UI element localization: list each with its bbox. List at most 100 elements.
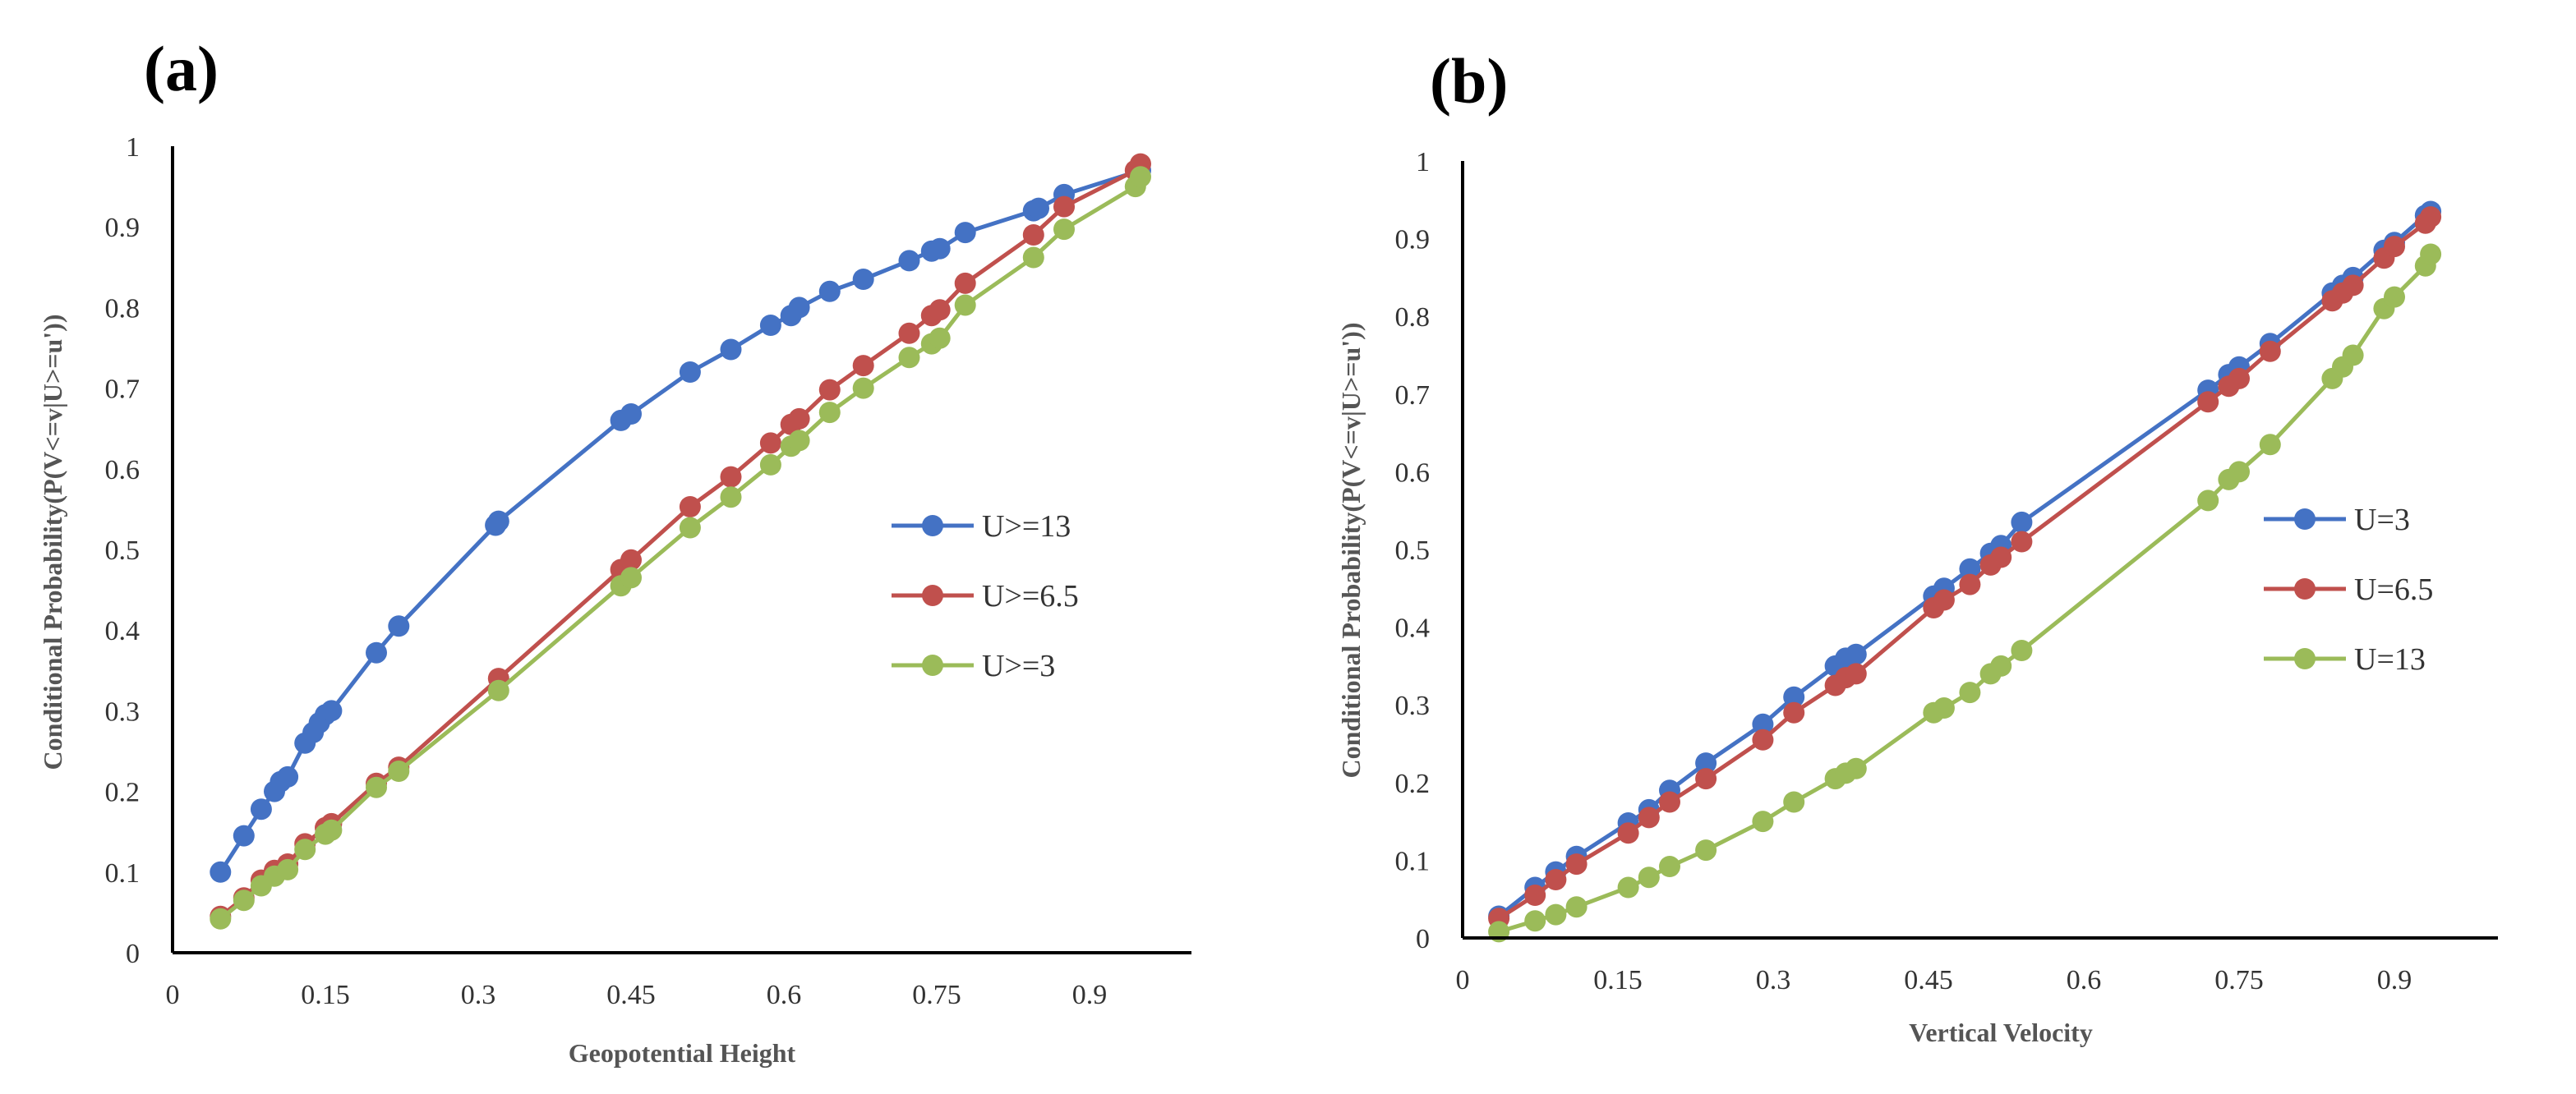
panel-b-x-tick-label: 0.45 [1904,965,1953,995]
panel-a-series-2-point [788,407,810,430]
panel-a-series-2-point [929,299,951,321]
panel-b-series-3-point [2197,490,2219,512]
panel-b-y-tick-label: 0.8 [1395,302,1431,333]
panel-a-series-1-point [487,510,509,532]
panel-a-label: (a) [144,33,219,104]
panel-b-series-2-point [2228,367,2250,389]
panel-a-series-2-point [679,496,701,517]
panel-a-y-tick-label: 0.3 [105,696,141,727]
panel-a-x-axis-title: Geopotential Height [569,1038,796,1068]
panel-b-y-tick-label: 0.4 [1395,614,1431,644]
panel-a-series-3-point [366,776,387,798]
panel-b-series-3-point [2011,640,2033,661]
panel-a-series-1-point [720,338,742,361]
panel-a-y-ticks: 0 0.1 0.2 0.3 0.4 0.5 0.6 0.7 0.8 0.9 1 [105,132,141,969]
panel-b-series-1-point [1783,686,1805,708]
panel-b-x-tick-label: 0.75 [2214,965,2264,995]
panel-b-legend: U=3 U=6.5 U=13 [2264,503,2433,677]
panel-b-legend-marker-3 [2294,648,2316,669]
panel-b-y-tick-label: 0.1 [1395,846,1431,876]
panel-b-series-3-point [1659,856,1680,877]
panel-a-series-3-point [620,567,642,589]
panel-a-series-1-point [818,280,841,302]
panel-b-y-ticks: 0 0.1 0.2 0.3 0.4 0.5 0.6 0.7 0.8 0.9 1 [1395,147,1431,954]
panel-a-y-tick-label: 0 [126,939,140,969]
panel-a-series-1-point [277,765,299,788]
panel-b-y-tick-label: 0 [1416,924,1430,954]
panel-a-x-tick-label: 0.9 [1072,980,1108,1010]
panel-b-series-3-point [2259,434,2281,456]
panel-a-y-tick-label: 1 [126,132,140,163]
panel-b-y-tick-label: 0.6 [1395,457,1431,488]
panel-b-x-ticks: 0 0.15 0.3 0.45 0.6 0.75 0.9 [1456,965,2412,995]
panel-b-series-2-point [2259,340,2281,362]
panel-a-series-1-point [852,269,874,290]
panel-b-series-2-point [1638,807,1660,829]
panel-a-series-1-point [250,798,272,820]
panel-a-series-2-point [1022,224,1044,246]
panel-a-series-1-point [233,825,255,847]
panel-b-x-tick-label: 0.9 [2377,965,2412,995]
panel-a-series-2-point [898,322,920,344]
panel-a-series-3-point [294,839,316,861]
panel-b-series-1-point [1695,752,1717,775]
panel-b-y-tick-label: 0.5 [1395,536,1431,566]
panel-b-y-tick-label: 0.2 [1395,769,1431,799]
panel-b-series-3-point [1783,791,1805,813]
panel-a-series-2-point [620,549,642,571]
panel-b-series-2-point [2420,206,2442,228]
panel-b-series-2-point [1695,768,1717,790]
panel-b-series-2-point [2342,274,2364,296]
panel-b-series-2-point [1990,546,2012,568]
panel-a-series-3-point [1053,218,1075,241]
panel-a-series-3-point [233,889,255,912]
panel-b-series-2-point [1659,791,1680,813]
panel-a-series-3-line [219,176,1143,921]
panel-a-legend-label-3: U>=3 [982,649,1055,683]
panel-a-y-tick-label: 0.2 [105,778,141,808]
panel-a-series-2-point [818,379,841,401]
panel-b-chart: (b) Conditional Probability(P(V<=v|U>=u'… [1336,45,2498,1047]
panel-a-chart: (a) Conditional Probability(P(V<=v|U>=u'… [38,33,1191,1068]
panel-a-series-3-point [1022,246,1044,269]
panel-b-legend-label-3: U=13 [2354,642,2426,677]
panel-a-legend: U>=13 U>=6.5 U>=3 [892,509,1079,683]
panel-b-series-3-point [1545,903,1567,926]
panel-a-series [210,153,1151,930]
panel-b-series-2-point [2384,236,2405,258]
panel-b-series [1488,200,2442,943]
panel-a-series-3-point [1130,166,1151,188]
panel-a-x-tick-label: 0 [166,980,180,1010]
panel-a-series-1-point [388,615,410,637]
panel-a-legend-label-1: U>=13 [982,509,1071,544]
panel-b-x-tick-label: 0.6 [2067,965,2102,995]
panel-a-series-3-point [954,294,976,316]
panel-a-y-tick-label: 0.9 [105,213,141,243]
panel-a-legend-marker-3 [922,655,943,676]
panel-b-series-2-point [1933,589,1955,611]
panel-b-x-tick-label: 0.3 [1756,965,1791,995]
panel-a-series-1-point [366,641,387,664]
panel-a-series-1-point [1028,197,1049,219]
panel-b-series-3-point [1845,757,1867,779]
panel-b-y-tick-label: 0.3 [1395,691,1431,721]
panel-a-series-3-point [818,402,841,424]
panel-b-x-axis-title: Vertical Velocity [1909,1018,2093,1047]
panel-b-series-2-point [1783,701,1805,724]
panel-a-series-1-point [929,237,951,260]
panel-b-series-2-point [1617,822,1639,844]
panel-a-x-tick-label: 0.45 [606,980,656,1010]
panel-b-series-3-point [2342,344,2364,366]
panel-a-series-3-point [277,858,299,880]
panel-a-y-tick-label: 0.8 [105,293,141,324]
panel-b-series-3-point [1638,866,1660,889]
panel-b-series-2-point [1545,869,1567,890]
panel-a-y-tick-label: 0.6 [105,455,141,485]
panel-b-series-2-point [1959,573,1981,595]
panel-b-x-tick-label: 0.15 [1593,965,1643,995]
panel-b-series-2-point [1524,885,1546,906]
panel-b-series-1-point [1752,713,1774,735]
panel-a-series-3-point [487,679,509,701]
panel-a-y-tick-label: 0.5 [105,536,141,566]
panel-a-x-tick-label: 0.75 [912,980,961,1010]
